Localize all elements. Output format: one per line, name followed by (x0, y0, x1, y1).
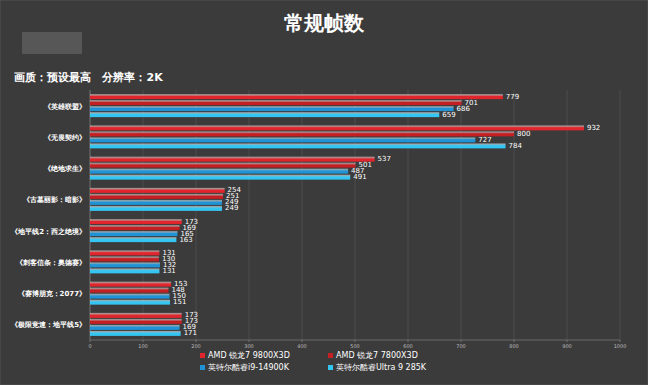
bar (90, 131, 514, 136)
tick (567, 340, 568, 342)
bar (90, 106, 454, 111)
bar (90, 288, 168, 293)
bar (90, 125, 584, 130)
data-label: 537 (378, 155, 391, 163)
tick (196, 340, 197, 342)
bar (90, 319, 182, 324)
subtitle: 画质：预设最高 分辨率：2K (14, 71, 163, 84)
category-label: 《无畏契约》 (44, 134, 86, 142)
bar (90, 225, 180, 230)
bar (90, 175, 350, 180)
tick-label: 100 (138, 343, 148, 349)
bar (90, 94, 503, 99)
legend: AMD 锐龙7 9800X3D AMD 锐龙7 7800X3D 英特尔酷睿i9-14… (200, 351, 427, 372)
legend-label: AMD 锐龙7 7800X3D (336, 351, 418, 360)
legend-swatch (328, 365, 333, 370)
data-label: 151 (173, 298, 186, 306)
category-label: 《极限竞速：地平线5》 (11, 320, 86, 329)
data-label: 171 (184, 329, 197, 337)
data-label: 800 (517, 130, 530, 138)
bars (90, 94, 584, 336)
legend-swatch (328, 353, 333, 358)
tick (514, 340, 515, 342)
bar (90, 268, 159, 273)
tick (302, 340, 303, 342)
bar (90, 282, 171, 287)
legend-label: AMD 锐龙7 9800X3D (208, 351, 290, 360)
bar (90, 325, 180, 330)
category-label: 《绝地求生》 (44, 165, 86, 173)
tick (355, 340, 356, 342)
bar (90, 331, 181, 336)
bar (90, 262, 160, 267)
redacted-box (22, 32, 82, 54)
data-label: 249 (225, 204, 238, 212)
frame (0, 0, 648, 385)
tick-label: 600 (403, 343, 413, 349)
category-label: 《英雄联盟》 (44, 103, 86, 111)
data-label: 784 (509, 142, 523, 150)
bar (90, 256, 159, 261)
bar (90, 231, 177, 236)
data-label: 727 (478, 136, 491, 144)
bar (90, 219, 182, 224)
data-label: 659 (442, 111, 455, 119)
tick-label: 800 (509, 343, 519, 349)
tick-label: 400 (297, 343, 307, 349)
tick-label: 200 (191, 343, 201, 349)
category-label: 《赛博朋克：2077》 (18, 289, 86, 298)
bar (90, 294, 170, 299)
tick (249, 340, 250, 342)
tick-label: 900 (562, 343, 572, 349)
bar (90, 169, 348, 174)
tick (461, 340, 462, 342)
tick-label: 500 (350, 343, 360, 349)
data-label: 686 (457, 105, 471, 113)
category-label: 《古墓丽影：暗影》 (23, 195, 86, 204)
data-label: 131 (162, 267, 175, 275)
category-label: 《刺客信条：奥德赛》 (16, 258, 86, 267)
legend-swatch (200, 365, 205, 370)
bar (90, 250, 159, 255)
bar (90, 188, 225, 193)
legend-label: 英特尔酷睿i9-14900K (208, 363, 290, 372)
data-label: 932 (587, 124, 600, 132)
tick-label: 300 (244, 343, 254, 349)
bar (90, 200, 222, 205)
tick-label: 0 (88, 343, 91, 349)
tick (408, 340, 409, 342)
tick-label: 1000 (614, 343, 627, 349)
data-labels: 7797016866599328007277845375014874912542… (162, 93, 600, 338)
tick-label: 700 (456, 343, 466, 349)
background (0, 0, 648, 385)
tick (90, 340, 91, 342)
grid-line (620, 90, 621, 340)
bar (90, 300, 170, 305)
bar (90, 143, 506, 148)
bar (90, 137, 475, 142)
bar (90, 157, 375, 162)
bar (90, 313, 182, 318)
category-label: 《地平线2：西之绝境》 (11, 227, 86, 236)
data-label: 491 (353, 173, 366, 181)
bar (90, 100, 462, 105)
bar (90, 237, 176, 242)
tick (620, 340, 621, 342)
data-label: 779 (506, 93, 519, 101)
bar (90, 112, 439, 117)
bar (90, 206, 222, 211)
tick (143, 340, 144, 342)
bar (90, 163, 356, 168)
title: 常规帧数 (284, 11, 365, 35)
bar (90, 194, 223, 199)
data-label: 163 (179, 236, 192, 244)
legend-swatch (200, 353, 205, 358)
legend-label: 英特尔酷睿Ultra 9 285K (336, 363, 427, 372)
